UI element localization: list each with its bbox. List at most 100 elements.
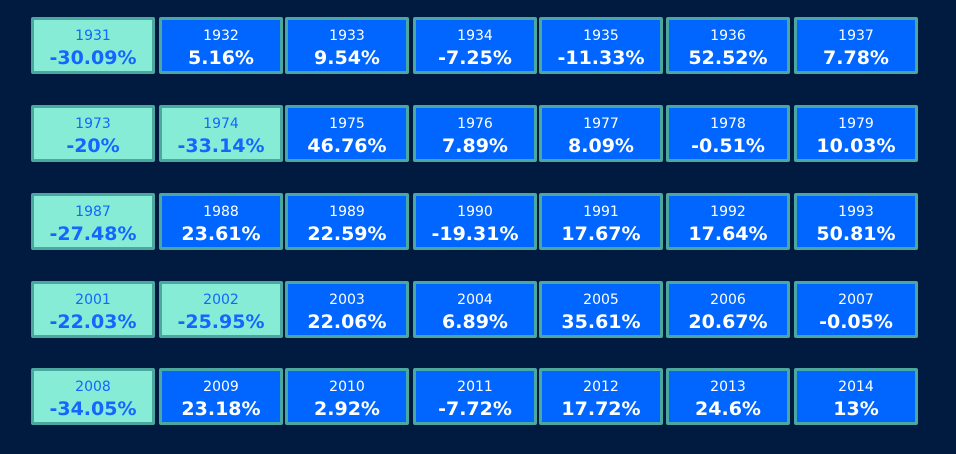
return-value: -7.72% [438, 398, 512, 420]
return-value: -19.31% [431, 223, 519, 245]
return-value: -7.25% [438, 47, 512, 69]
return-value: 17.64% [688, 223, 768, 245]
year-label: 2012 [583, 379, 619, 395]
year-label: 1976 [457, 116, 493, 132]
year-label: 1932 [203, 28, 239, 44]
year-return-tile: 1974 -33.14% [159, 105, 283, 162]
return-value: -25.95% [177, 311, 265, 333]
year-return-tile: 2009 23.18% [159, 368, 283, 425]
year-label: 1977 [583, 116, 619, 132]
year-label: 2014 [838, 379, 874, 395]
year-label: 2005 [583, 292, 619, 308]
year-label: 2009 [203, 379, 239, 395]
return-value: 50.81% [816, 223, 896, 245]
year-label: 2002 [203, 292, 239, 308]
year-label: 1936 [710, 28, 746, 44]
year-label: 1931 [75, 28, 111, 44]
return-value: 17.72% [561, 398, 641, 420]
year-return-tile: 2002 -25.95% [159, 281, 283, 338]
return-value: 9.54% [314, 47, 380, 69]
year-label: 1934 [457, 28, 493, 44]
return-value: 23.18% [181, 398, 261, 420]
return-value: 22.06% [307, 311, 387, 333]
year-return-tile: 2011 -7.72% [413, 368, 537, 425]
return-value: -27.48% [49, 223, 137, 245]
year-label: 1935 [583, 28, 619, 44]
return-value: 13% [833, 398, 879, 420]
return-value: -33.14% [177, 135, 265, 157]
return-value: -20% [66, 135, 120, 157]
year-label: 1993 [838, 204, 874, 220]
year-label: 2001 [75, 292, 111, 308]
year-label: 2006 [710, 292, 746, 308]
year-return-tile: 1931 -30.09% [31, 17, 155, 74]
year-return-tile: 2003 22.06% [285, 281, 409, 338]
return-value: -11.33% [557, 47, 645, 69]
return-value: 46.76% [307, 135, 387, 157]
return-value: 20.67% [688, 311, 768, 333]
year-return-tile: 1936 52.52% [666, 17, 790, 74]
year-label: 1988 [203, 204, 239, 220]
year-return-tile: 2005 35.61% [539, 281, 663, 338]
return-value: 7.89% [442, 135, 508, 157]
return-value: 23.61% [181, 223, 261, 245]
year-return-tile: 1933 9.54% [285, 17, 409, 74]
year-label: 1933 [329, 28, 365, 44]
return-value: -0.51% [691, 135, 765, 157]
year-return-tile: 2001 -22.03% [31, 281, 155, 338]
year-return-tile: 2013 24.6% [666, 368, 790, 425]
year-label: 2004 [457, 292, 493, 308]
year-label: 2003 [329, 292, 365, 308]
return-value: 7.78% [823, 47, 889, 69]
year-return-tile: 1991 17.67% [539, 193, 663, 250]
year-label: 1975 [329, 116, 365, 132]
year-label: 1991 [583, 204, 619, 220]
year-label: 1973 [75, 116, 111, 132]
year-return-tile: 1937 7.78% [794, 17, 918, 74]
year-label: 2007 [838, 292, 874, 308]
year-label: 1937 [838, 28, 874, 44]
year-return-tile: 1973 -20% [31, 105, 155, 162]
year-return-tile: 1975 46.76% [285, 105, 409, 162]
return-value: -34.05% [49, 398, 137, 420]
return-value: -22.03% [49, 311, 137, 333]
return-value: 52.52% [688, 47, 768, 69]
year-return-tile: 1978 -0.51% [666, 105, 790, 162]
year-return-tile: 2012 17.72% [539, 368, 663, 425]
year-label: 1978 [710, 116, 746, 132]
year-return-tile: 1987 -27.48% [31, 193, 155, 250]
year-label: 2011 [457, 379, 493, 395]
year-return-tile: 1993 50.81% [794, 193, 918, 250]
year-return-tile: 1990 -19.31% [413, 193, 537, 250]
year-return-tile: 1932 5.16% [159, 17, 283, 74]
return-value: 22.59% [307, 223, 387, 245]
return-value: 35.61% [561, 311, 641, 333]
return-value: -30.09% [49, 47, 137, 69]
year-return-tile: 2006 20.67% [666, 281, 790, 338]
year-label: 1979 [838, 116, 874, 132]
year-return-tile: 2004 6.89% [413, 281, 537, 338]
year-return-tile: 2010 2.92% [285, 368, 409, 425]
year-return-tile: 1977 8.09% [539, 105, 663, 162]
year-return-tile: 1979 10.03% [794, 105, 918, 162]
year-label: 2013 [710, 379, 746, 395]
return-value: 17.67% [561, 223, 641, 245]
year-label: 2010 [329, 379, 365, 395]
return-value: 10.03% [816, 135, 896, 157]
year-label: 1987 [75, 204, 111, 220]
return-value: -0.05% [819, 311, 893, 333]
year-return-tile: 1989 22.59% [285, 193, 409, 250]
year-label: 1992 [710, 204, 746, 220]
year-return-tile: 2014 13% [794, 368, 918, 425]
return-value: 8.09% [568, 135, 634, 157]
year-return-tile: 1988 23.61% [159, 193, 283, 250]
return-value: 2.92% [314, 398, 380, 420]
year-return-tile: 2007 -0.05% [794, 281, 918, 338]
year-return-tile: 1934 -7.25% [413, 17, 537, 74]
year-label: 1989 [329, 204, 365, 220]
return-value: 5.16% [188, 47, 254, 69]
year-label: 1990 [457, 204, 493, 220]
year-return-tile: 1992 17.64% [666, 193, 790, 250]
return-value: 6.89% [442, 311, 508, 333]
year-return-tile: 1976 7.89% [413, 105, 537, 162]
